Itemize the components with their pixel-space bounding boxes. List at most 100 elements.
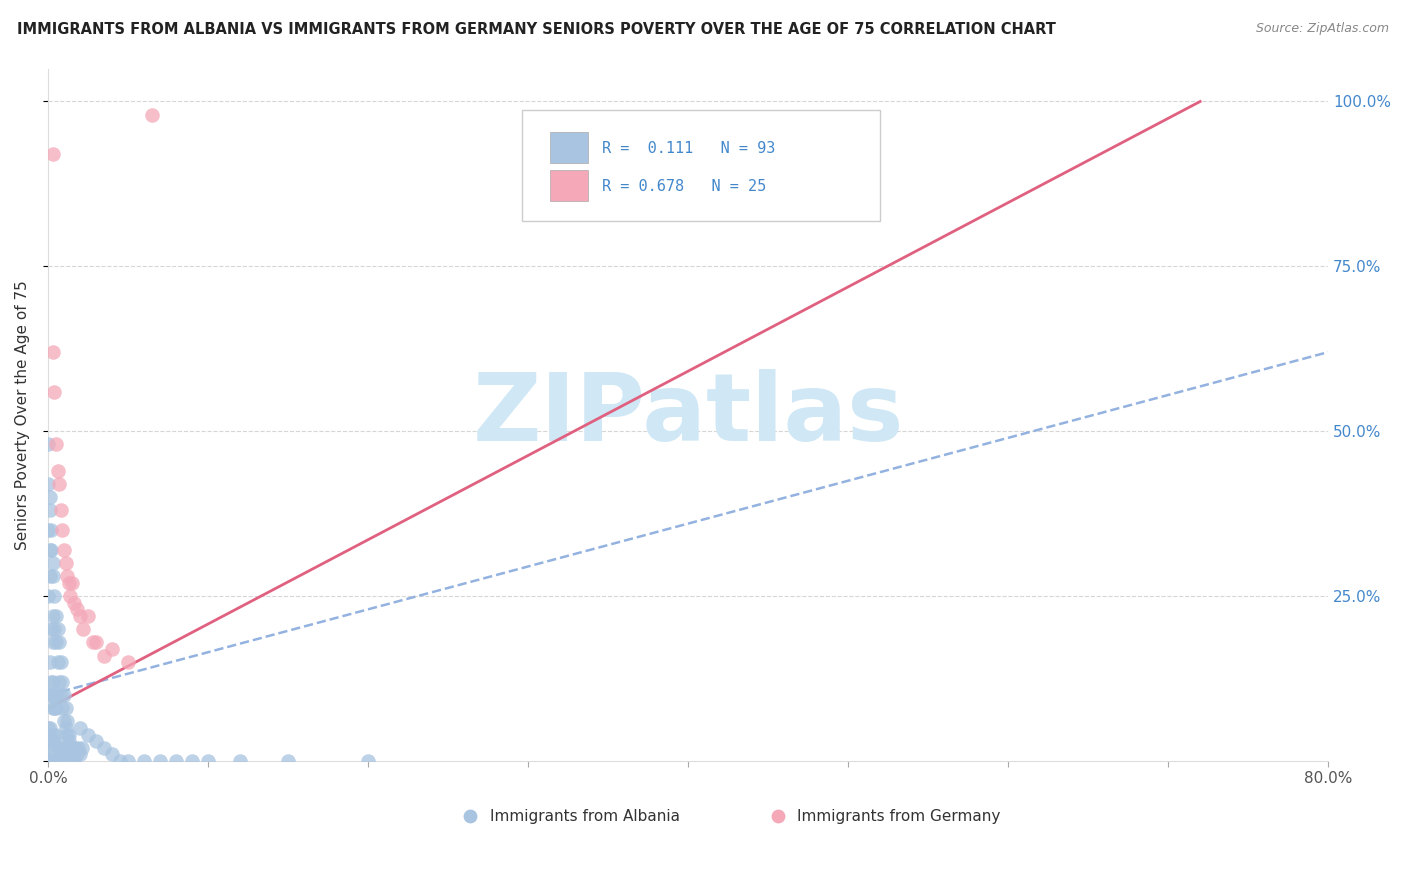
Point xyxy=(42,754,65,768)
Point xyxy=(37,477,59,491)
Point xyxy=(45,728,67,742)
Point xyxy=(39,754,62,768)
Point xyxy=(101,747,124,762)
Y-axis label: Seniors Poverty Over the Age of 75: Seniors Poverty Over the Age of 75 xyxy=(15,280,30,549)
Point xyxy=(69,747,91,762)
Point xyxy=(44,701,66,715)
Point xyxy=(70,740,93,755)
FancyBboxPatch shape xyxy=(550,170,588,202)
Point xyxy=(38,490,60,504)
Point xyxy=(42,635,65,649)
Point xyxy=(357,754,380,768)
Point xyxy=(67,740,90,755)
Point xyxy=(277,754,299,768)
Point xyxy=(93,648,115,663)
Point xyxy=(165,754,187,768)
Point xyxy=(58,576,80,591)
Point xyxy=(60,740,83,755)
Point xyxy=(53,714,76,729)
Point xyxy=(44,734,66,748)
Point xyxy=(132,754,155,768)
Point xyxy=(58,728,80,742)
Point xyxy=(58,734,80,748)
Point xyxy=(229,754,252,768)
Point xyxy=(37,589,59,603)
Point xyxy=(42,569,65,583)
Point xyxy=(55,556,77,570)
Point xyxy=(46,464,69,478)
FancyBboxPatch shape xyxy=(550,132,588,163)
Point xyxy=(59,747,82,762)
Point xyxy=(38,740,60,755)
Point xyxy=(37,523,59,537)
Point xyxy=(56,747,79,762)
Text: Immigrants from Germany: Immigrants from Germany xyxy=(797,809,1000,824)
Point xyxy=(45,754,67,768)
Point xyxy=(45,701,67,715)
Text: IMMIGRANTS FROM ALBANIA VS IMMIGRANTS FROM GERMANY SENIORS POVERTY OVER THE AGE : IMMIGRANTS FROM ALBANIA VS IMMIGRANTS FR… xyxy=(17,22,1056,37)
Point xyxy=(42,147,65,161)
Point xyxy=(51,674,73,689)
Point xyxy=(66,602,89,616)
Point xyxy=(117,754,139,768)
Point xyxy=(42,674,65,689)
Point xyxy=(39,622,62,636)
Point xyxy=(69,609,91,624)
Point xyxy=(45,635,67,649)
Point xyxy=(53,747,76,762)
Point xyxy=(51,740,73,755)
Point xyxy=(49,688,72,702)
Text: Source: ZipAtlas.com: Source: ZipAtlas.com xyxy=(1256,22,1389,36)
Point xyxy=(38,655,60,669)
Point xyxy=(39,523,62,537)
Point xyxy=(45,437,67,451)
Point xyxy=(39,543,62,558)
Point xyxy=(149,754,172,768)
Point xyxy=(44,384,66,399)
Point xyxy=(59,589,82,603)
Point xyxy=(44,754,66,768)
Point xyxy=(39,734,62,748)
Point xyxy=(38,688,60,702)
Point xyxy=(42,609,65,624)
Point xyxy=(565,806,588,821)
Point xyxy=(141,108,163,122)
Point xyxy=(42,345,65,359)
Text: Immigrants from Albania: Immigrants from Albania xyxy=(489,809,679,824)
Point xyxy=(45,609,67,624)
Point xyxy=(46,655,69,669)
Point xyxy=(93,740,115,755)
Point xyxy=(44,622,66,636)
Text: R =  0.111   N = 93: R = 0.111 N = 93 xyxy=(602,141,776,156)
Point xyxy=(53,543,76,558)
Point xyxy=(48,477,70,491)
Point xyxy=(77,609,100,624)
Point xyxy=(77,728,100,742)
Point xyxy=(42,556,65,570)
Point xyxy=(58,740,80,755)
Point xyxy=(46,754,69,768)
Point xyxy=(42,701,65,715)
Point xyxy=(42,728,65,742)
Point xyxy=(56,569,79,583)
Point xyxy=(39,674,62,689)
Point xyxy=(37,437,59,451)
Point xyxy=(49,503,72,517)
Point xyxy=(53,688,76,702)
Point xyxy=(48,635,70,649)
Point xyxy=(44,589,66,603)
Point xyxy=(49,655,72,669)
Point xyxy=(48,674,70,689)
Point xyxy=(69,721,91,735)
Text: R = 0.678   N = 25: R = 0.678 N = 25 xyxy=(602,178,766,194)
Point xyxy=(38,721,60,735)
Point xyxy=(55,701,77,715)
Point xyxy=(48,740,70,755)
Point xyxy=(51,701,73,715)
Point xyxy=(82,635,104,649)
Point xyxy=(60,747,83,762)
Point xyxy=(949,806,972,821)
Point xyxy=(84,734,107,748)
Point xyxy=(59,740,82,755)
Point xyxy=(51,523,73,537)
